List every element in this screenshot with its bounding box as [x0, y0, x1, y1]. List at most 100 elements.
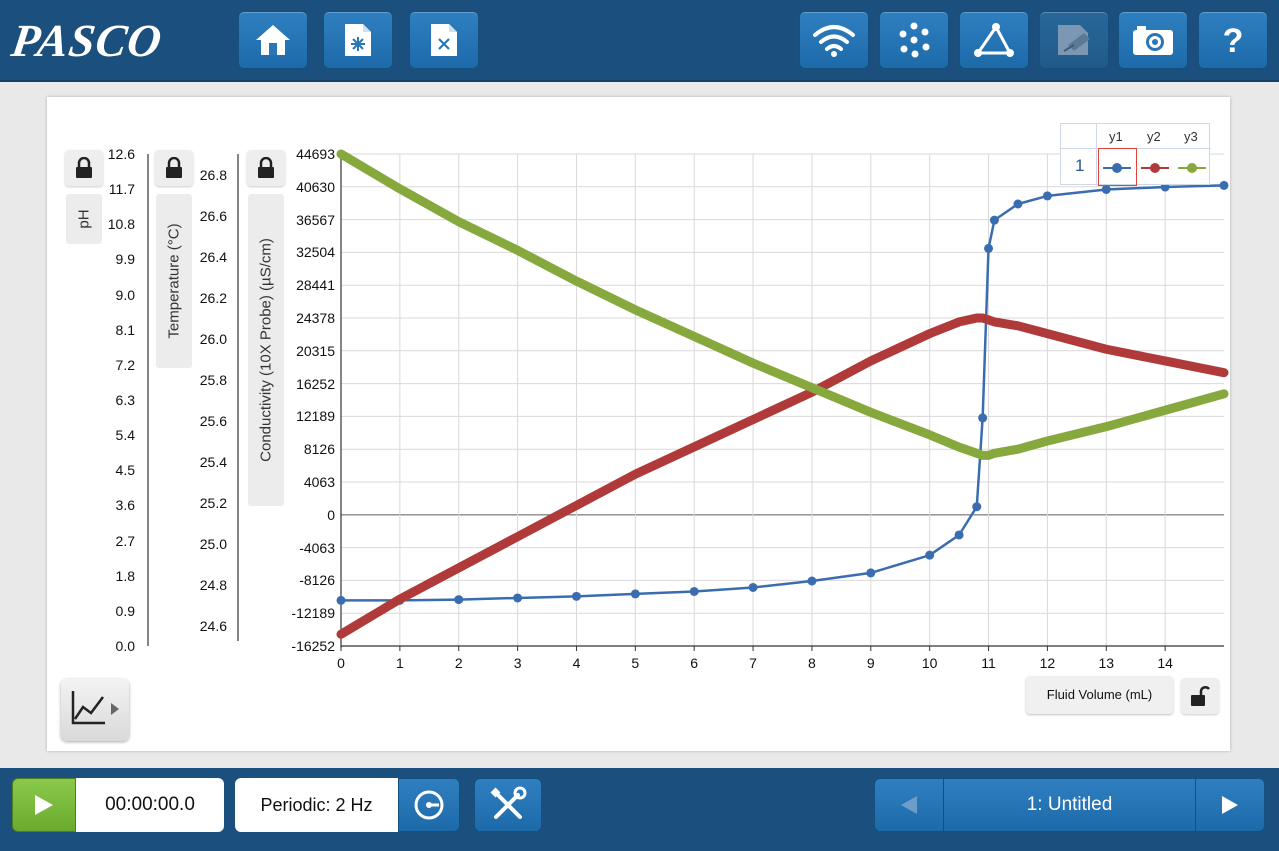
ph-axis-label[interactable]: pH [66, 194, 102, 244]
y-tick-label: 10.8 [107, 216, 135, 233]
arrow-right-icon [1222, 796, 1238, 814]
conductivity-axis-label[interactable]: Conductivity (10X Probe) (µS/cm) [248, 194, 284, 506]
y-tick-label: 25.4 [199, 453, 227, 470]
series-y1-point [454, 595, 464, 605]
series-y1-point [989, 215, 999, 225]
y-tick-label: 0.9 [115, 602, 135, 619]
home-button[interactable] [238, 11, 308, 69]
y-tick-label: 2.7 [115, 532, 135, 549]
legend-y1-marker [1103, 163, 1131, 173]
y-tick-label: 28441 [296, 277, 335, 294]
series-y1-point [630, 589, 640, 599]
ph-axis-lock-button[interactable] [65, 150, 103, 186]
y-tick-label: 25.0 [199, 535, 227, 552]
play-icon [35, 795, 53, 815]
y-tick-label: 25.2 [199, 494, 227, 511]
x-tick-label: 2 [455, 655, 463, 671]
legend-y2-marker [1141, 163, 1169, 173]
y-tick-label: 24.8 [199, 576, 227, 593]
previous-page-button[interactable] [874, 778, 944, 832]
new-file-button[interactable] [323, 11, 393, 69]
close-file-icon [431, 24, 457, 56]
y-tick-label: 12.6 [107, 146, 135, 162]
arrow-left-icon [901, 796, 917, 814]
y-tick-label: 6.3 [115, 392, 135, 408]
series-y1-point [925, 550, 935, 560]
y-tick-label: -12189 [291, 605, 335, 622]
lock-icon [76, 157, 92, 178]
graph-panel: pH Temperature (°C) Conductivity (10X Pr… [47, 97, 1230, 751]
y-tick-label: 0 [327, 506, 335, 523]
y-tick-label: -4063 [299, 539, 335, 556]
calculator-button[interactable] [959, 11, 1029, 69]
wireless-icon [813, 25, 855, 57]
legend-run-label: 1 [1075, 156, 1085, 175]
y-tick-label: 9.0 [115, 286, 135, 303]
x-axis-lock-button[interactable] [1181, 678, 1219, 714]
y-tick-label: 32504 [296, 244, 335, 261]
graph-tools-button[interactable] [61, 679, 129, 741]
y-tick-label: 12189 [296, 408, 335, 425]
close-file-button[interactable] [409, 11, 479, 69]
wrench-screwdriver-icon [490, 786, 527, 819]
next-page-button[interactable] [1195, 778, 1265, 832]
y-tick-label: 3.6 [115, 497, 135, 514]
y-tick-label: 24.6 [199, 617, 227, 634]
temperature-axis-label[interactable]: Temperature (°C) [156, 194, 192, 368]
x-tick-label: 11 [981, 655, 996, 671]
help-button[interactable]: ? [1198, 11, 1268, 69]
series-y1-point [689, 586, 699, 596]
conductivity-axis-lock-button[interactable] [247, 150, 285, 186]
series-y1-point [1042, 191, 1052, 201]
data-summary-button[interactable] [879, 11, 949, 69]
start-recording-button[interactable] [12, 778, 76, 832]
tools-button[interactable] [474, 778, 542, 832]
y-tick-label: 24378 [296, 310, 335, 326]
y-tick-label: 25.8 [199, 371, 227, 388]
journal-button[interactable] [1039, 11, 1109, 69]
data-points-icon [899, 22, 930, 58]
x-tick-label: 3 [514, 655, 522, 671]
triangle-network-icon [974, 23, 1014, 57]
camera-icon [1133, 26, 1173, 55]
y-tick-label: 26.6 [199, 207, 227, 224]
y-tick-label: 9.9 [115, 251, 135, 268]
unlock-icon [1191, 686, 1210, 706]
elapsed-time-display: 00:00:00.0 [76, 778, 224, 832]
lock-icon [258, 157, 274, 178]
series-y1-point [866, 568, 876, 578]
recording-conditions-icon [414, 790, 444, 820]
y-tick-label: 11.7 [108, 181, 135, 198]
y-tick-label: 16252 [296, 375, 335, 392]
x-tick-label: 14 [1157, 655, 1173, 671]
y-tick-label: 36567 [296, 211, 335, 228]
legend-swatches [1103, 163, 1206, 173]
hardware-setup-button[interactable] [799, 11, 869, 69]
series-y1-point [807, 576, 817, 586]
x-tick-label: 0 [337, 655, 345, 671]
x-tick-label: 5 [631, 655, 639, 671]
pasco-logo: PASCO [8, 15, 166, 66]
y-tick-label: 40630 [296, 178, 335, 195]
y-tick-label: 8.1 [115, 321, 135, 338]
x-tick-label: 7 [749, 655, 757, 671]
home-icon [256, 25, 290, 55]
series-y1-point [1219, 180, 1229, 190]
snapshot-button[interactable] [1118, 11, 1188, 69]
page-name-display[interactable]: 1: Untitled [944, 778, 1195, 832]
y-tick-label: -16252 [291, 638, 335, 654]
legend-y1-swatch[interactable] [1098, 148, 1137, 186]
x-axis-label-button[interactable]: Fluid Volume (mL) [1026, 676, 1173, 714]
y-tick-label: 44693 [296, 146, 335, 162]
x-tick-label: 10 [922, 655, 938, 671]
plot-area[interactable]: 0 1 2 3 4 5 6 7 8 9 10 11 12 13 14 [47, 97, 1230, 751]
sampling-rate-display[interactable]: Periodic: 2 Hz [235, 778, 398, 832]
y-tick-label: 5.4 [115, 427, 135, 444]
recording-conditions-button[interactable] [398, 778, 460, 832]
series-y1-point [1013, 199, 1023, 209]
series-y1-line [339, 184, 1226, 602]
temperature-axis-lock-button[interactable] [155, 150, 193, 186]
y-tick-label: 0.0 [115, 638, 135, 654]
y-tick-label: 4063 [303, 474, 335, 490]
x-tick-label: 13 [1098, 655, 1114, 671]
